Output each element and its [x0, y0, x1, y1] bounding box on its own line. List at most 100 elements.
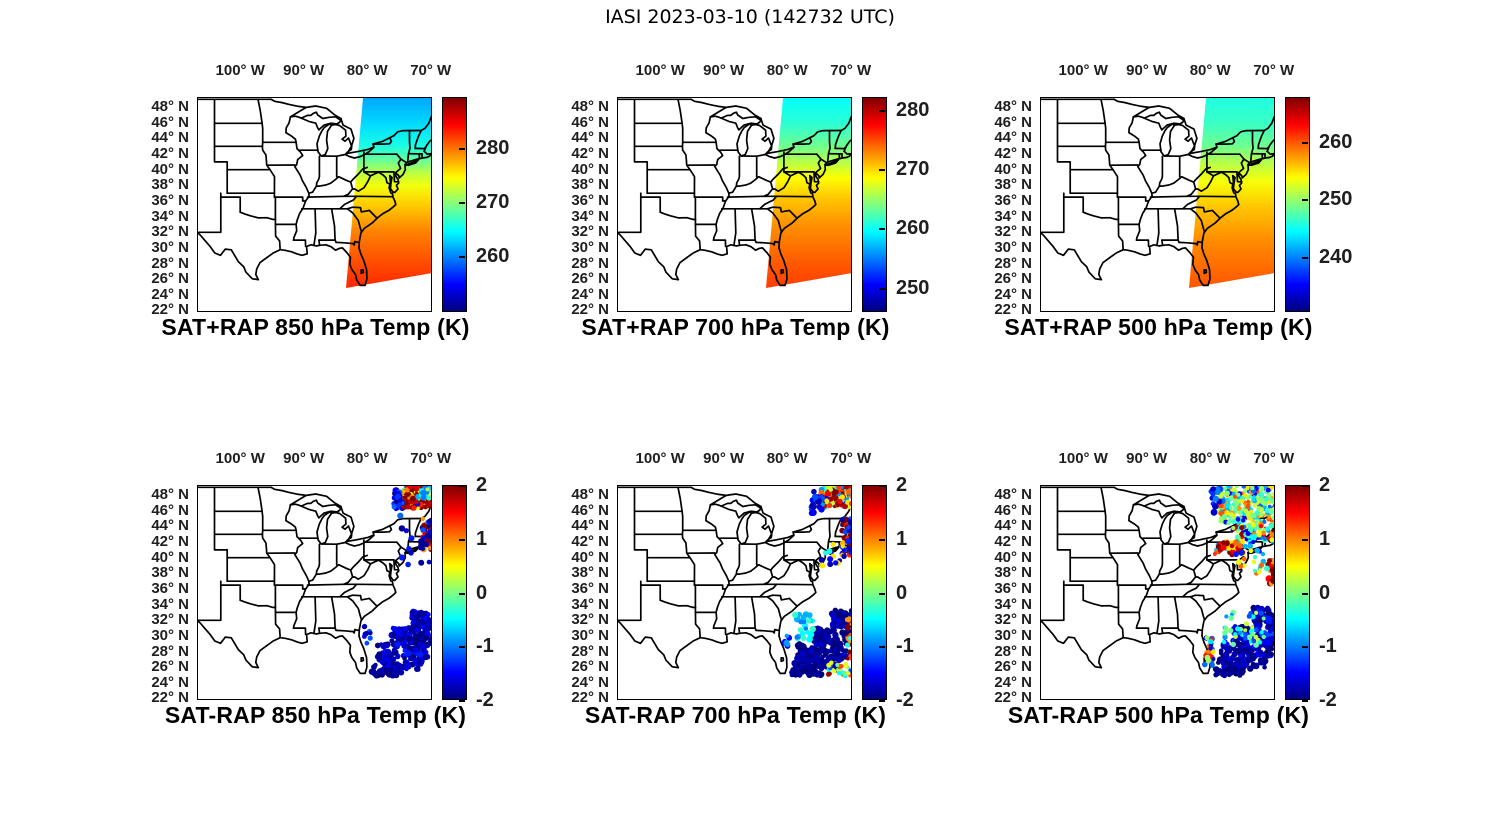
lat-tick-label: 30° N — [994, 626, 1032, 644]
figure-title: IASI 2023-03-10 (142732 UTC) — [605, 6, 895, 28]
colorbar-tick-label: -1 — [896, 635, 914, 658]
map-frame — [1040, 485, 1275, 700]
lat-tick-label: 34° N — [994, 207, 1032, 225]
lat-tick-label: 36° N — [994, 191, 1032, 209]
colorbar-tick-mark — [459, 255, 465, 258]
colorbar-tick-mark — [879, 592, 885, 595]
lat-tick-label: 24° N — [151, 285, 189, 303]
lat-tick-label: 26° N — [994, 270, 1032, 288]
lat-tick-label: 34° N — [994, 595, 1032, 613]
lat-tick-label: 32° N — [151, 223, 189, 241]
colorbar-tick-label: -2 — [1319, 689, 1337, 711]
map-frame — [617, 485, 852, 700]
lat-tick-label: 36° N — [571, 579, 609, 597]
colorbar-tick-label: 240 — [1319, 245, 1353, 268]
lat-tick-label: 24° N — [994, 285, 1032, 303]
lat-tick-label: 44° N — [994, 129, 1032, 147]
colorbar-tick-label: -1 — [476, 635, 494, 658]
map-frame — [1040, 97, 1275, 312]
map-frame — [617, 97, 852, 312]
lon-tick-label: 80° W — [346, 62, 388, 79]
colorbar-tick-mark — [459, 646, 465, 649]
lat-tick-label: 28° N — [571, 254, 609, 272]
lat-tick-label: 38° N — [571, 176, 609, 194]
lat-tick-label: 36° N — [994, 579, 1032, 597]
lat-tick-label: 22° N — [151, 689, 189, 707]
state-borders — [1040, 98, 1275, 287]
panel-title: SAT+RAP 850 hPa Temp (K) — [161, 314, 470, 340]
panel-title: SAT+RAP 500 hPa Temp (K) — [1004, 314, 1313, 340]
colorbar-500-temp — [1285, 97, 1310, 312]
lat-tick-label: 46° N — [151, 113, 189, 131]
lon-tick-label: 90° W — [703, 62, 745, 79]
colorbar-tick-mark — [879, 287, 885, 290]
panel-sat-plus-rap-700: SAT+RAP 700 hPa Temp (K) 100° W 90° W 80° … — [547, 52, 947, 364]
state-borders — [197, 98, 432, 287]
lat-tick-label: 42° N — [151, 145, 189, 163]
lat-tick-label: 28° N — [994, 642, 1032, 660]
colorbar-tick-label: -2 — [476, 689, 494, 711]
colorbar-tick-label: -2 — [896, 689, 914, 711]
lat-tick-label: 44° N — [571, 517, 609, 535]
lat-tick-label: 42° N — [151, 533, 189, 551]
colorbar-tick-label: 0 — [1319, 581, 1331, 604]
colorbar-tick-mark — [1302, 538, 1308, 541]
colorbar-tick-label: 260 — [476, 244, 510, 267]
lat-tick-label: 48° N — [151, 98, 189, 116]
lon-tick-label: 100° W — [215, 450, 265, 467]
lon-tick-label: 80° W — [1189, 450, 1231, 467]
colorbar-tick-label: 270 — [476, 190, 510, 213]
lat-tick-label: 38° N — [994, 176, 1032, 194]
colorbar-tick-mark — [879, 169, 885, 172]
lat-tick-label: 46° N — [571, 113, 609, 131]
lat-tick-label: 42° N — [994, 533, 1032, 551]
lat-tick-label: 48° N — [994, 486, 1032, 504]
colorbar-tick-mark — [879, 646, 885, 649]
lat-tick-label: 42° N — [571, 145, 609, 163]
colorbar-tick-mark — [879, 110, 885, 113]
lat-tick-label: 48° N — [151, 486, 189, 504]
state-borders — [617, 98, 852, 287]
difference-dots — [361, 485, 432, 679]
colorbar-tick-mark — [459, 700, 465, 702]
lat-tick-label: 30° N — [151, 626, 189, 644]
panel-title: SAT-RAP 500 hPa Temp (K) — [1007, 702, 1310, 728]
map-sat-minus-rap-700 — [617, 485, 852, 700]
lat-tick-label: 32° N — [994, 611, 1032, 629]
lat-tick-label: 26° N — [571, 270, 609, 288]
lat-tick-label: 34° N — [571, 595, 609, 613]
colorbar-850-temp — [442, 97, 467, 312]
lat-tick-label: 24° N — [571, 673, 609, 691]
map-sat-minus-rap-850 — [197, 485, 432, 700]
colorbar-tick-label: 250 — [1319, 188, 1353, 211]
lat-tick-label: 44° N — [151, 517, 189, 535]
lon-tick-label: 90° W — [1126, 62, 1168, 79]
lat-tick-label: 46° N — [571, 501, 609, 519]
lat-tick-label: 40° N — [994, 160, 1032, 178]
colorbar-tick-mark — [459, 538, 465, 541]
colorbar-tick-mark — [1302, 199, 1308, 202]
colorbar-tick-mark — [1302, 646, 1308, 649]
lat-tick-label: 46° N — [994, 501, 1032, 519]
colorbar-tick-label: 260 — [1319, 130, 1353, 153]
lat-tick-label: 40° N — [571, 548, 609, 566]
lat-tick-label: 48° N — [571, 486, 609, 504]
colorbar-tick-mark — [1302, 485, 1308, 487]
lon-tick-label: 100° W — [1058, 62, 1108, 79]
colorbar-tick-label: 0 — [476, 581, 488, 604]
lat-tick-label: 32° N — [571, 611, 609, 629]
state-borders — [1040, 486, 1275, 675]
colorbar-tick-mark — [879, 228, 885, 231]
lat-tick-label: 38° N — [571, 564, 609, 582]
colorbar-tick-mark — [459, 148, 465, 151]
lon-tick-label: 70° W — [830, 450, 872, 467]
map-sat-plus-rap-700 — [617, 97, 852, 312]
colorbar-tick-mark — [879, 538, 885, 541]
lat-tick-label: 28° N — [994, 254, 1032, 272]
lat-tick-label: 40° N — [571, 160, 609, 178]
colorbar-700-diff — [862, 485, 887, 702]
lat-tick-label: 22° N — [571, 689, 609, 707]
lat-tick-label: 30° N — [994, 238, 1032, 256]
lat-tick-label: 42° N — [994, 145, 1032, 163]
